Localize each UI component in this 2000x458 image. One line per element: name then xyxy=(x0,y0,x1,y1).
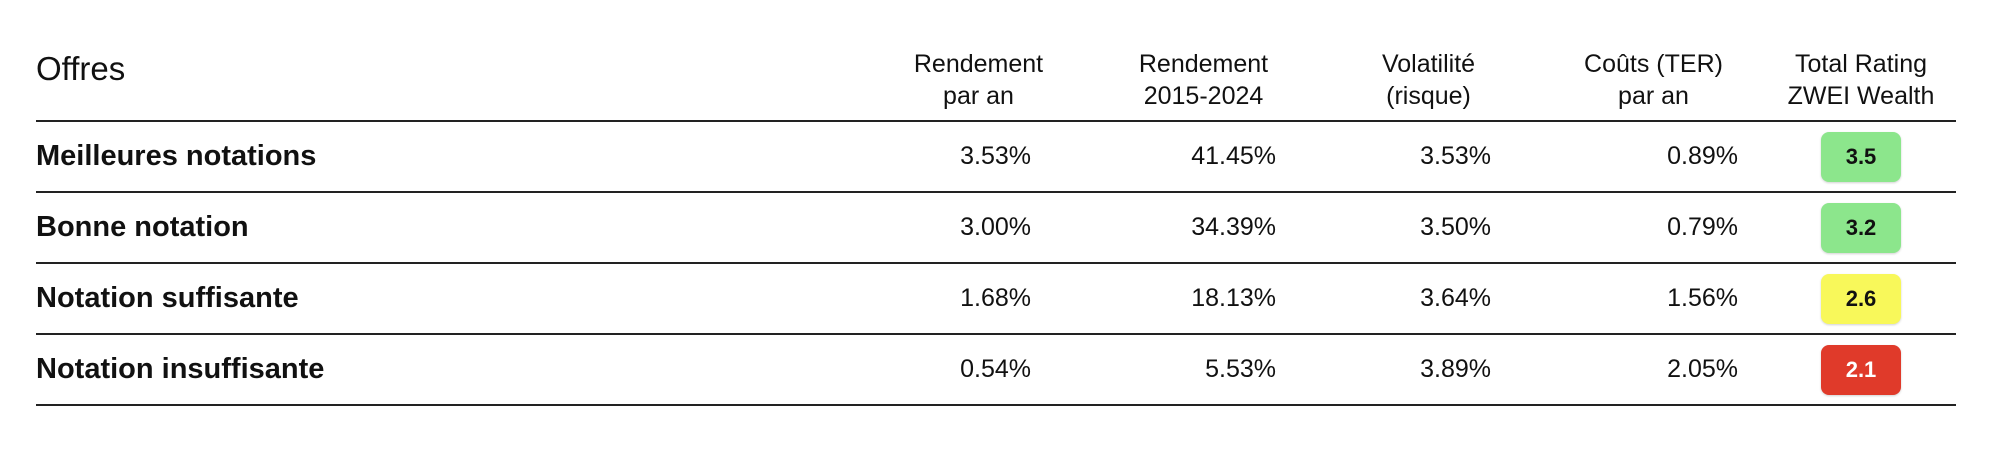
rating-badge: 2.6 xyxy=(1821,273,1901,324)
header-costs-line1: Coûts (TER) xyxy=(1584,50,1723,78)
header-costs-line2: par an xyxy=(1618,82,1689,110)
header-return-per-year-line2: par an xyxy=(943,82,1014,110)
table-body: Meilleures notations 3.53% 41.45% 3.53% … xyxy=(36,121,1956,405)
rating-cell: 3.5 xyxy=(1766,121,1956,192)
return-per-year-value: 0.54% xyxy=(960,355,1031,383)
rating-cell: 3.2 xyxy=(1766,192,1956,263)
rating-cell: 2.6 xyxy=(1766,263,1956,334)
header-return-period: Rendement 2015-2024 xyxy=(1091,0,1316,121)
offer-name: Bonne notation xyxy=(36,211,249,243)
costs-value: 0.79% xyxy=(1667,213,1738,241)
return-period-value: 34.39% xyxy=(1191,213,1276,241)
header-rating-line2: ZWEI Wealth xyxy=(1787,82,1935,110)
header-return-period-line2: 2015-2024 xyxy=(1143,82,1264,110)
table-row: Bonne notation 3.00% 34.39% 3.50% 0.79% … xyxy=(36,192,1956,263)
offers-table: Offres Rendement par an Rendement 2015-2… xyxy=(36,0,1956,406)
return-period-value: 18.13% xyxy=(1191,284,1276,312)
rating-badge: 3.5 xyxy=(1821,131,1901,182)
rating-badge: 2.1 xyxy=(1821,344,1901,395)
offer-name: Notation suffisante xyxy=(36,282,299,314)
volatility-value: 3.64% xyxy=(1420,284,1491,312)
offer-name: Meilleures notations xyxy=(36,140,317,172)
offers-table-container: Offres Rendement par an Rendement 2015-2… xyxy=(36,0,1956,406)
header-rating: Total Rating ZWEI Wealth xyxy=(1766,0,1956,121)
table-row: Notation insuffisante 0.54% 5.53% 3.89% … xyxy=(36,334,1956,405)
table-header: Offres Rendement par an Rendement 2015-2… xyxy=(36,0,1956,121)
rating-cell: 2.1 xyxy=(1766,334,1956,405)
header-row: Offres Rendement par an Rendement 2015-2… xyxy=(36,0,1956,121)
costs-value: 1.56% xyxy=(1667,284,1738,312)
header-return-per-year-line1: Rendement xyxy=(913,50,1044,78)
header-volatility: Volatilité (risque) xyxy=(1316,0,1541,121)
rating-badge: 3.2 xyxy=(1821,202,1901,253)
return-period-value: 41.45% xyxy=(1191,142,1276,170)
volatility-value: 3.89% xyxy=(1420,355,1491,383)
header-return-per-year: Rendement par an xyxy=(866,0,1091,121)
header-volatility-line2: (risque) xyxy=(1386,82,1471,110)
return-per-year-value: 3.00% xyxy=(960,213,1031,241)
table-row: Meilleures notations 3.53% 41.45% 3.53% … xyxy=(36,121,1956,192)
header-return-period-line1: Rendement xyxy=(1138,50,1269,78)
return-per-year-value: 1.68% xyxy=(960,284,1031,312)
header-rating-line1: Total Rating xyxy=(1794,50,1928,78)
offer-name: Notation insuffisante xyxy=(36,353,325,385)
table-row: Notation suffisante 1.68% 18.13% 3.64% 1… xyxy=(36,263,1956,334)
return-period-value: 5.53% xyxy=(1205,355,1276,383)
return-per-year-value: 3.53% xyxy=(960,142,1031,170)
header-offers: Offres xyxy=(36,50,126,87)
header-costs: Coûts (TER) par an xyxy=(1541,0,1766,121)
header-volatility-line1: Volatilité xyxy=(1381,50,1476,78)
costs-value: 2.05% xyxy=(1667,355,1738,383)
costs-value: 0.89% xyxy=(1667,142,1738,170)
volatility-value: 3.53% xyxy=(1420,142,1491,170)
volatility-value: 3.50% xyxy=(1420,213,1491,241)
